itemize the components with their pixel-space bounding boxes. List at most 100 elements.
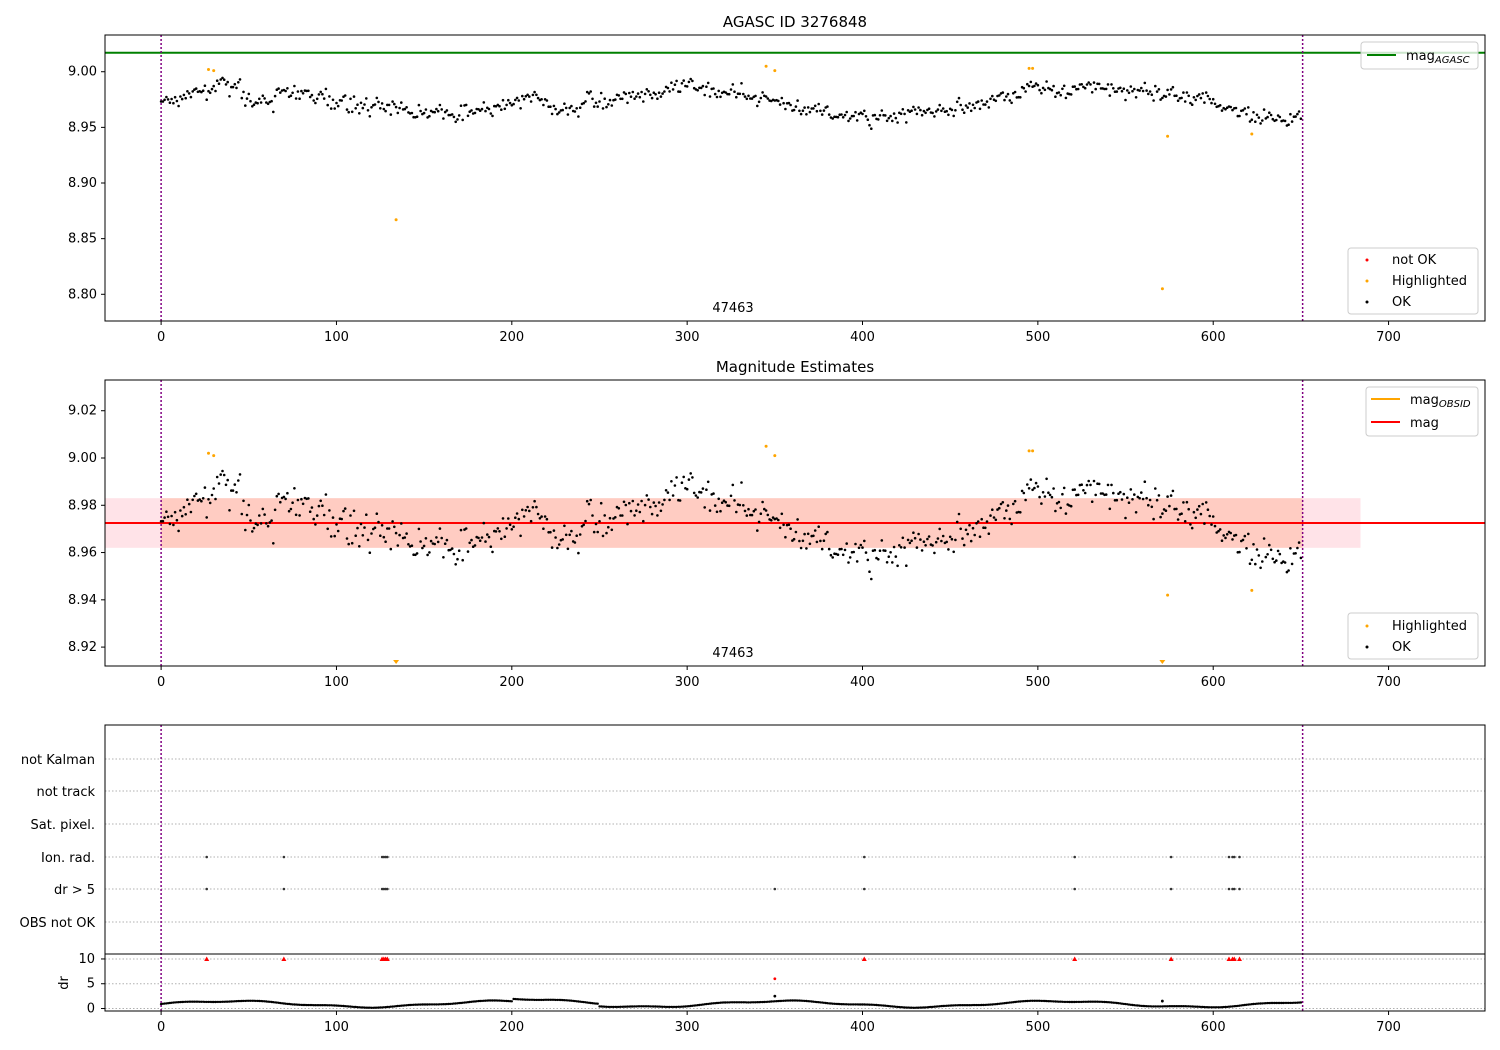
ok-point [1201,502,1204,506]
ok-point [1027,84,1031,88]
dr-point [1157,1005,1161,1008]
ok-point [1297,541,1301,544]
ok-point [643,92,647,96]
ok-point [242,499,245,503]
ok-point [1134,96,1138,99]
ok-point [312,517,316,521]
dr-point [419,1003,422,1006]
ok-point [1034,481,1038,485]
dr-point [784,999,787,1002]
ok-point [671,494,675,497]
dr-point [952,1004,955,1007]
dr-point [840,1003,843,1006]
dr-point [535,998,538,1002]
dr-point [1064,1000,1068,1004]
ok-point [1019,511,1022,514]
ok-point [777,99,780,103]
dr-point [842,1003,845,1006]
ok-point [899,546,903,549]
ok-point [440,108,444,111]
dr-point [433,1003,436,1006]
ok-point [564,106,568,110]
dr-point [1180,1005,1183,1008]
ok-point [805,547,808,550]
ok-point [314,101,317,105]
dr-point [600,1005,603,1008]
ok-point [733,499,736,502]
ok-point [1026,82,1029,86]
ok-point [1038,88,1041,92]
dr-point [235,1000,238,1003]
ok-point [507,517,510,520]
ok-point [934,110,938,113]
ok-point [203,486,207,489]
flag-label: dr > 5 [54,883,95,898]
ok-point [931,111,934,115]
dr-point [743,1001,747,1004]
ok-point [750,513,754,517]
ok-point [903,546,906,549]
dr-point [538,998,542,1002]
dr-point [954,1004,957,1007]
ok-point [789,527,792,530]
ok-point [563,102,566,105]
ok-point [222,78,226,81]
y-tick-label: 9.02 [68,404,97,419]
ok-point [980,517,983,521]
ok-point [347,542,351,546]
ok-point [279,91,282,94]
ok-point [689,472,692,475]
ok-point [221,469,224,473]
ok-point [1157,88,1161,91]
ok-point [957,96,961,100]
legend2-highlighted-marker [1365,624,1369,628]
ok-point [514,98,517,102]
ok-point [489,545,493,548]
dr-point [312,1004,315,1007]
dr-point [356,1006,359,1009]
dr-point [636,1005,640,1008]
ok-point [389,547,393,551]
dr-point [615,1005,619,1009]
dr-point [196,1000,200,1003]
flag-point [1238,855,1241,859]
ok-point [182,93,186,97]
ok-point [1234,533,1238,537]
dr-point [714,1002,717,1005]
dr-point [379,1006,382,1009]
dr-point [1262,1002,1266,1005]
dr-clipped-marker [1072,956,1078,961]
dr-point [614,1005,617,1009]
dr-point [365,1006,368,1009]
ok-point [350,110,354,114]
ok-point [840,547,843,551]
dr-point [417,1003,421,1006]
dr-point [458,1001,461,1005]
ok-point [1271,117,1275,121]
dr-point [633,1005,636,1008]
ok-point [189,95,193,99]
ok-point [335,101,338,105]
dr-point [452,1002,456,1005]
dr-point [733,1001,736,1004]
ok-point [870,577,873,581]
ok-point [808,110,812,114]
dr-point [1112,1001,1115,1004]
ok-point [891,561,894,564]
dr-point [449,1002,452,1006]
flag-point [863,887,866,891]
dr-point [791,999,794,1002]
ok-point [636,503,640,506]
dr-point [1187,1005,1190,1008]
ok-point [333,534,337,538]
ok-point [631,499,635,503]
dr-point [1176,1005,1180,1008]
ok-point [1129,488,1133,491]
ok-point [578,106,582,109]
dr-point [286,1002,289,1006]
ok-point [796,99,799,102]
ok-point [1106,83,1110,86]
ok-point [442,556,445,559]
ok-point [505,103,508,107]
ok-point [286,87,289,90]
